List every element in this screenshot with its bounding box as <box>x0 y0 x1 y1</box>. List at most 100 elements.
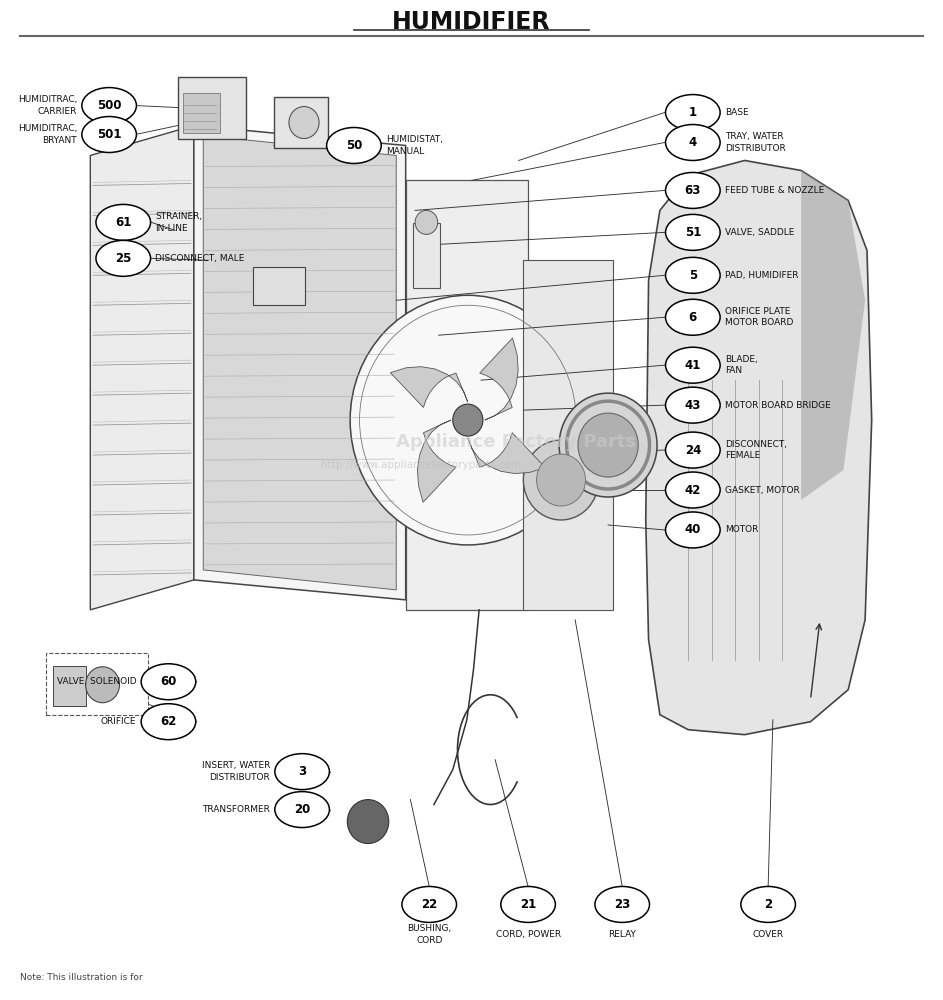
Ellipse shape <box>666 347 720 383</box>
Ellipse shape <box>666 214 720 250</box>
Ellipse shape <box>501 886 555 922</box>
Text: 2: 2 <box>764 898 772 911</box>
Ellipse shape <box>96 240 151 276</box>
Polygon shape <box>802 170 865 500</box>
Bar <box>253 267 305 305</box>
Ellipse shape <box>96 204 151 240</box>
Text: ORIFICE PLATE
MOTOR BOARD: ORIFICE PLATE MOTOR BOARD <box>725 307 793 327</box>
Ellipse shape <box>274 754 329 790</box>
Text: 1: 1 <box>688 106 697 119</box>
Bar <box>46 653 148 715</box>
Text: 61: 61 <box>115 216 131 229</box>
Text: Note: This illustration is for: Note: This illustration is for <box>20 973 142 982</box>
Circle shape <box>347 800 389 844</box>
Polygon shape <box>91 126 194 610</box>
Text: 23: 23 <box>614 898 630 911</box>
Text: 6: 6 <box>688 311 697 324</box>
Bar <box>413 223 439 288</box>
Circle shape <box>578 413 638 477</box>
Ellipse shape <box>666 95 720 131</box>
Ellipse shape <box>666 257 720 293</box>
Ellipse shape <box>595 886 650 922</box>
Bar <box>273 97 328 148</box>
Ellipse shape <box>141 704 196 740</box>
Circle shape <box>86 667 120 703</box>
Ellipse shape <box>666 387 720 423</box>
Text: 63: 63 <box>685 184 701 197</box>
Polygon shape <box>390 367 468 407</box>
Text: 51: 51 <box>685 226 701 239</box>
Text: 42: 42 <box>685 484 701 497</box>
Text: VALVE, SADDLE: VALVE, SADDLE <box>725 228 794 237</box>
Text: DISCONNECT,
FEMALE: DISCONNECT, FEMALE <box>725 440 786 460</box>
Text: 5: 5 <box>688 269 697 282</box>
Ellipse shape <box>402 886 456 922</box>
Text: 22: 22 <box>422 898 438 911</box>
Text: VALVE, SOLENOID: VALVE, SOLENOID <box>57 677 137 686</box>
Circle shape <box>537 454 586 506</box>
Text: DISCONNECT, MALE: DISCONNECT, MALE <box>156 254 244 263</box>
Text: HUMIDITRAC,
CARRIER: HUMIDITRAC, CARRIER <box>18 95 77 116</box>
Ellipse shape <box>82 117 137 152</box>
Polygon shape <box>194 126 405 600</box>
Text: BLADE,
FAN: BLADE, FAN <box>725 355 757 375</box>
Circle shape <box>523 440 599 520</box>
Ellipse shape <box>741 886 796 922</box>
Polygon shape <box>405 180 528 610</box>
Ellipse shape <box>666 472 720 508</box>
Text: Appliance Factory Parts: Appliance Factory Parts <box>396 433 637 451</box>
Text: HUMIDISTAT,
MANUAL: HUMIDISTAT, MANUAL <box>386 135 443 156</box>
Ellipse shape <box>82 88 137 124</box>
Text: 20: 20 <box>294 803 310 816</box>
Text: BASE: BASE <box>725 108 749 117</box>
Text: 24: 24 <box>685 444 701 457</box>
Ellipse shape <box>666 299 720 335</box>
Text: TRANSFORMER: TRANSFORMER <box>202 805 270 814</box>
Text: MOTOR: MOTOR <box>725 525 758 534</box>
Text: 50: 50 <box>346 139 362 152</box>
Ellipse shape <box>666 512 720 548</box>
Circle shape <box>350 295 586 545</box>
Polygon shape <box>468 433 545 474</box>
Circle shape <box>453 404 483 436</box>
Text: HUMIDITRAC,
BRYANT: HUMIDITRAC, BRYANT <box>18 124 77 145</box>
Text: 41: 41 <box>685 359 701 372</box>
Ellipse shape <box>666 432 720 468</box>
Text: PAD, HUMIDIFER: PAD, HUMIDIFER <box>725 271 799 280</box>
Text: BUSHING,
CORD: BUSHING, CORD <box>407 924 452 945</box>
Text: ORIFICE: ORIFICE <box>101 717 137 726</box>
Polygon shape <box>418 420 455 502</box>
Polygon shape <box>480 338 519 420</box>
Polygon shape <box>204 136 396 590</box>
Text: GASKET, MOTOR: GASKET, MOTOR <box>725 486 800 495</box>
Ellipse shape <box>274 792 329 828</box>
Circle shape <box>415 210 438 234</box>
Text: 21: 21 <box>520 898 537 911</box>
Text: HUMIDIFIER: HUMIDIFIER <box>392 10 551 34</box>
Text: 4: 4 <box>688 136 697 149</box>
Text: 43: 43 <box>685 399 701 412</box>
Text: 3: 3 <box>298 765 306 778</box>
Text: INSERT, WATER
DISTRIBUTOR: INSERT, WATER DISTRIBUTOR <box>202 761 270 782</box>
Text: 500: 500 <box>97 99 122 112</box>
Text: TRAY, WATER
DISTRIBUTOR: TRAY, WATER DISTRIBUTOR <box>725 132 786 153</box>
Text: RELAY: RELAY <box>608 930 637 939</box>
Bar <box>53 666 86 706</box>
Circle shape <box>559 393 657 497</box>
Text: 62: 62 <box>160 715 176 728</box>
Polygon shape <box>523 260 613 610</box>
Text: 501: 501 <box>97 128 122 141</box>
Circle shape <box>289 107 319 139</box>
Polygon shape <box>646 160 871 735</box>
Text: FEED TUBE & NOZZLE: FEED TUBE & NOZZLE <box>725 186 824 195</box>
Text: CORD, POWER: CORD, POWER <box>495 930 561 939</box>
Text: COVER: COVER <box>753 930 784 939</box>
Text: 40: 40 <box>685 523 701 536</box>
Text: MOTOR BOARD BRIDGE: MOTOR BOARD BRIDGE <box>725 401 831 410</box>
Text: STRAINER,
IN-LINE: STRAINER, IN-LINE <box>156 212 203 233</box>
Text: 25: 25 <box>115 252 131 265</box>
Ellipse shape <box>666 172 720 208</box>
Bar <box>183 93 221 133</box>
Bar <box>178 77 245 139</box>
Ellipse shape <box>326 128 381 163</box>
